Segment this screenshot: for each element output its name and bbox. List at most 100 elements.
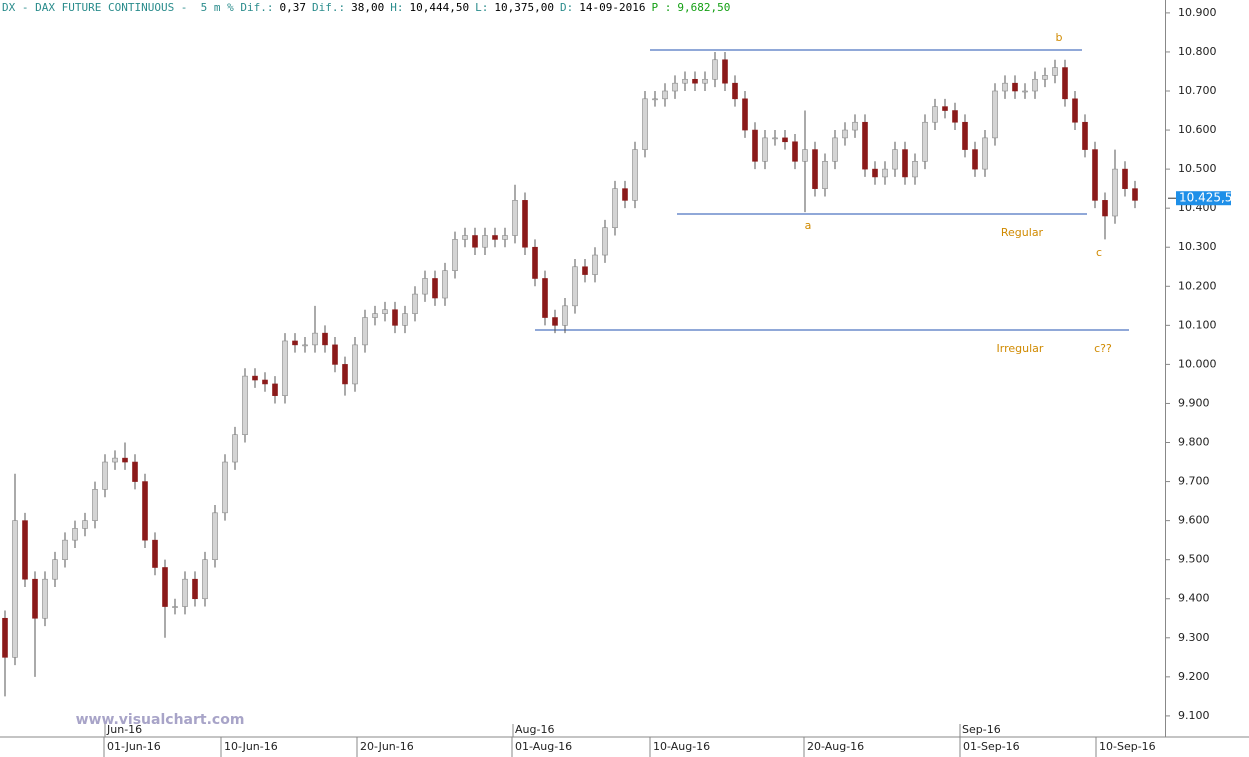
candle-body: [32, 578, 38, 619]
header-field: H:: [390, 1, 404, 14]
candle-body: [652, 98, 658, 101]
candle-body: [42, 578, 48, 619]
candle-body: [562, 305, 568, 326]
candle-body: [1042, 75, 1048, 80]
y-tick-label: 9.200: [1178, 670, 1210, 683]
candle-body: [172, 606, 178, 608]
candle-body: [982, 137, 988, 170]
candle-body: [1012, 82, 1018, 92]
candle-body: [402, 313, 408, 326]
candle-body: [162, 567, 168, 607]
y-tick-label: 10.200: [1178, 279, 1217, 292]
header-field: 38,00: [351, 1, 385, 14]
candle-body: [382, 309, 388, 314]
candle-body: [262, 379, 268, 385]
candle-body: [732, 82, 738, 100]
candle-body: [942, 106, 948, 111]
x-tick-upper-label: Aug-16: [515, 723, 554, 736]
candle-body: [1122, 168, 1128, 189]
candle-body: [52, 559, 58, 580]
candle-body: [882, 168, 888, 178]
candle-body: [332, 344, 338, 365]
candle-body: [642, 98, 648, 150]
candle-body: [252, 375, 258, 381]
candle-body: [92, 489, 98, 521]
header-field: P :: [651, 1, 672, 14]
candle-body: [452, 239, 458, 271]
candle-body: [442, 270, 448, 299]
watermark: www.visualchart.com: [76, 712, 245, 728]
candle-body: [72, 528, 78, 541]
candle-body: [742, 98, 748, 131]
candle-body: [692, 78, 698, 84]
annotation: Irregular: [997, 342, 1044, 355]
candle-body: [832, 137, 838, 162]
last-price-box: [1176, 191, 1231, 206]
y-tick-label: 9.600: [1178, 514, 1210, 527]
y-tick-label: 9.500: [1178, 553, 1210, 566]
x-tick-label: 10-Sep-16: [1099, 740, 1156, 753]
candle-body: [752, 129, 758, 162]
candle-body: [132, 461, 138, 482]
header: DX - DAX FUTURE CONTINUOUS - 5 m % Dif.:…: [2, 0, 737, 16]
candle-body: [842, 129, 848, 139]
candle-body: [632, 149, 638, 201]
candle-body: [912, 161, 918, 178]
annotation: Regular: [1001, 226, 1044, 239]
candle-body: [902, 149, 908, 178]
candle-body: [852, 121, 858, 131]
candle-body: [592, 254, 598, 275]
candle-body: [1062, 67, 1068, 100]
candle-body: [862, 121, 868, 170]
y-tick-label: 9.900: [1178, 396, 1210, 409]
candle-body: [102, 461, 108, 490]
header-field: 9,682,50: [677, 1, 731, 14]
candle-body: [412, 293, 418, 314]
x-tick-label: 20-Jun-16: [360, 740, 414, 753]
candle-body: [62, 539, 68, 560]
annotation: b: [1056, 31, 1063, 44]
x-tick-label: 01-Sep-16: [963, 740, 1020, 753]
candle-body: [1072, 98, 1078, 123]
y-tick-label: 9.700: [1178, 475, 1210, 488]
candle-body: [532, 246, 538, 279]
header-field: 14-09-2016: [579, 1, 646, 14]
x-axis-band: [0, 737, 1249, 757]
candle-body: [1082, 121, 1088, 150]
y-tick-label: 10.900: [1178, 6, 1217, 19]
candle-body: [1102, 200, 1108, 217]
candle-body: [472, 235, 478, 248]
candle-body: [802, 149, 808, 162]
candle-body: [182, 578, 188, 607]
candle-body: [542, 278, 548, 318]
header-field: 10,375,00: [494, 1, 554, 14]
candle-body: [432, 278, 438, 299]
x-tick-label: 10-Aug-16: [653, 740, 710, 753]
y-tick-label: 10.100: [1178, 318, 1217, 331]
candle-body: [232, 434, 238, 463]
candle-body: [22, 520, 28, 580]
header-field: Dif.:: [312, 1, 346, 14]
candle-body: [352, 344, 358, 385]
candle-body: [672, 82, 678, 92]
candle-body: [222, 461, 228, 514]
candle-body: [572, 266, 578, 307]
header-field: DX - DAX FUTURE CONTINUOUS - 5 m % Dif.:: [2, 1, 274, 14]
candle-body: [422, 278, 428, 295]
candle-body: [812, 149, 818, 189]
candle-body: [872, 168, 878, 178]
candle-body: [892, 149, 898, 170]
candle-body: [612, 188, 618, 229]
candle-body: [82, 520, 88, 529]
candle-body: [1132, 188, 1138, 201]
candle-body: [202, 559, 208, 600]
candle-body: [292, 340, 298, 346]
candle-body: [1022, 90, 1028, 93]
candle-body: [2, 617, 8, 658]
candle-body: [1052, 67, 1058, 76]
candle-body: [792, 141, 798, 162]
candle-body: [462, 235, 468, 240]
candle-body: [12, 520, 18, 658]
header-field: 0,37: [279, 1, 307, 14]
